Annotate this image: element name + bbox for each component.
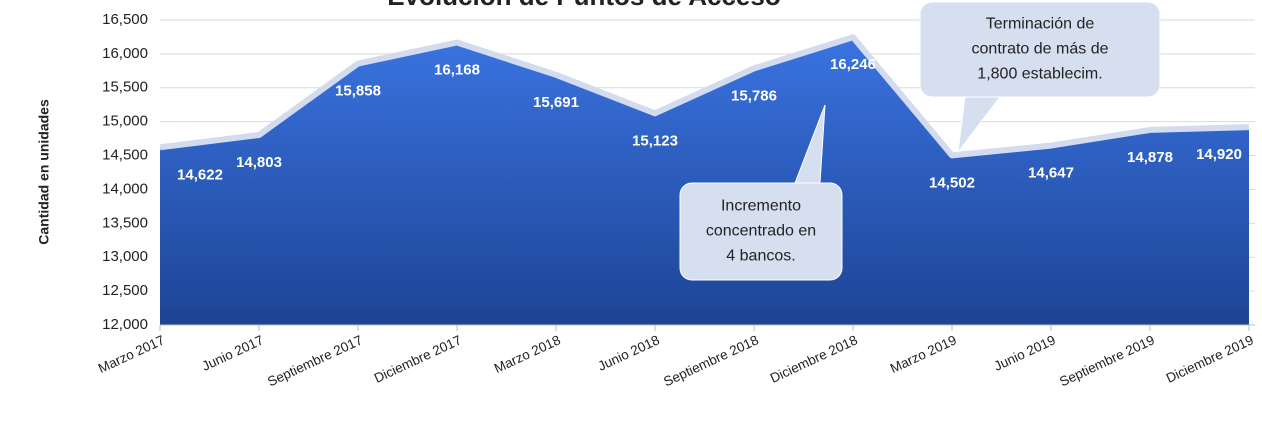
annotation-text: Terminación de (986, 16, 1095, 33)
value-label: 14,622 (177, 166, 223, 183)
callout-pointer (957, 96, 1002, 154)
area (160, 37, 1249, 326)
x-tick-label: Junio 2017 (200, 332, 266, 374)
callout-box (679, 182, 843, 281)
value-label: 14,803 (236, 154, 282, 171)
y-axis-title: Cantidad en unidades (36, 99, 52, 245)
value-label: 15,123 (632, 132, 678, 149)
annotation-text: 1,800 establecim. (977, 66, 1102, 83)
value-label: 15,691 (533, 94, 579, 111)
annotation-text: contrato de más de (972, 41, 1109, 58)
value-label: 16,168 (434, 61, 480, 78)
y-tick-label: 12,500 (102, 282, 148, 299)
x-tick-label: Septiembre 2017 (265, 332, 365, 389)
y-tick-label: 13,500 (102, 214, 148, 231)
x-tick-label: Junio 2019 (992, 332, 1058, 374)
value-label: 14,920 (1196, 146, 1242, 163)
y-tick-label: 13,000 (102, 248, 148, 265)
annotation-text: 4 bancos. (726, 248, 795, 265)
callout-box (919, 1, 1161, 98)
value-label: 15,858 (335, 82, 381, 99)
x-tick-label: Septiembre 2018 (661, 332, 761, 389)
y-tick-label: 15,500 (102, 79, 148, 96)
area-outline (159, 34, 1250, 159)
x-tick-label: Diciembre 2017 (372, 332, 464, 386)
y-tick-label: 16,000 (102, 45, 148, 62)
x-tick-label: Diciembre 2018 (768, 332, 860, 386)
x-tick-label: Marzo 2018 (492, 332, 563, 376)
annotation-text: concentrado en (706, 223, 816, 240)
y-tick-label: 16,500 (102, 11, 148, 28)
value-label: 15,786 (731, 87, 777, 104)
x-tick-label: Diciembre 2019 (1164, 332, 1256, 386)
y-tick-label: 14,500 (102, 147, 148, 164)
x-tick-label: Marzo 2019 (888, 332, 959, 376)
value-label: 14,647 (1028, 165, 1074, 182)
y-tick-label: 14,000 (102, 180, 148, 197)
chart-title: Evolución de Puntos de Acceso (387, 0, 780, 11)
annotation-text: Incremento (721, 198, 801, 215)
x-tick-label: Marzo 2017 (96, 332, 167, 376)
value-label: 16,246 (830, 56, 876, 73)
x-tick-label: Septiembre 2019 (1057, 332, 1157, 389)
x-tick-label: Junio 2018 (596, 332, 662, 374)
y-tick-label: 15,000 (102, 113, 148, 130)
y-tick-label: 12,000 (102, 316, 148, 333)
value-label: 14,502 (929, 174, 975, 191)
value-label: 14,878 (1127, 149, 1173, 166)
